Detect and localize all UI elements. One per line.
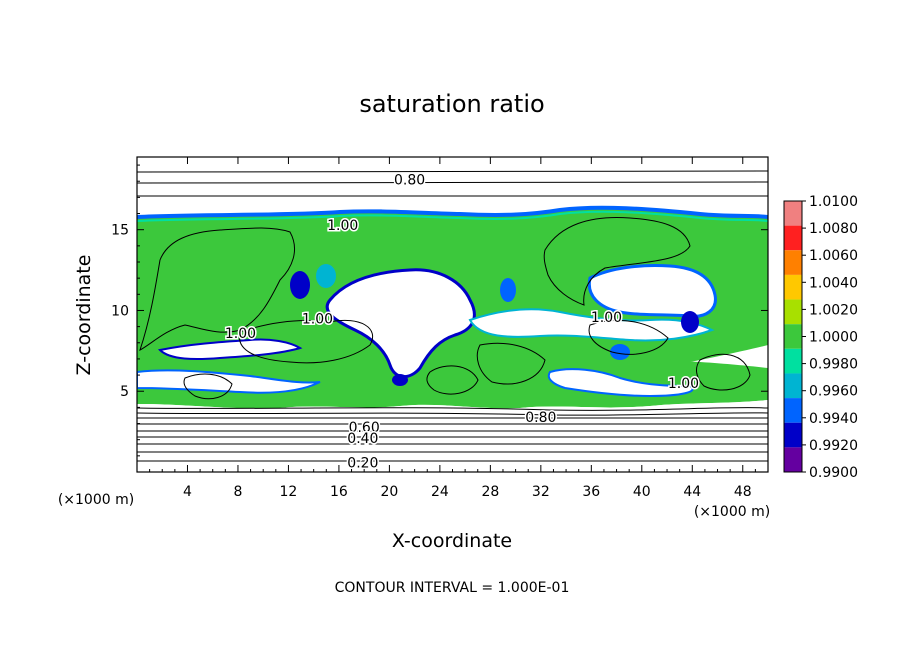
x-tick-label: 12 (280, 484, 298, 500)
x-tick-label: 48 (734, 484, 752, 500)
cloud-top-edge-inner (137, 210, 768, 222)
x-unit-left: (×1000 m) (58, 492, 134, 508)
cloud-top-edge (137, 205, 768, 219)
contour-lower-1 (137, 407, 768, 411)
contour-label: 1.00 (225, 326, 256, 342)
contour-1.00-h (426, 365, 479, 395)
contour-lower-4 (137, 423, 768, 425)
colorbar-label: 1.0060 (809, 248, 858, 264)
blue-pocket-1 (290, 271, 310, 299)
contour-lower-3 (137, 417, 768, 419)
x-tick-label: 4 (183, 484, 192, 500)
y-tick-label: 10 (111, 303, 129, 319)
contour-interval-note: CONTOUR INTERVAL = 1.000E-01 (335, 580, 570, 596)
colorbar-label: 0.9980 (809, 357, 858, 373)
x-tick-label: 8 (233, 484, 242, 500)
contour-lower-2 (137, 412, 768, 416)
contour-label: 0.40 (347, 431, 378, 447)
x-tick-label: 16 (330, 484, 348, 500)
colorbar-swatch (784, 348, 802, 374)
contour-lower-5 (137, 430, 768, 432)
colorbar-swatch (784, 447, 802, 472)
contour-label: 0.20 (347, 455, 378, 471)
colorbar: 1.0100 1.0080 1.0060 1.0040 1.0020 1.0000 0.99… (783, 194, 858, 481)
contour-1.00-c (238, 320, 373, 364)
chart-title: saturation ratio (359, 90, 544, 118)
dry-hole-center (325, 268, 476, 379)
colorbar-label: 1.0000 (809, 330, 858, 346)
contour-labels: 0.80 1.00 1.00 1.00 1.00 1.00 0.80 0.600.40 0.20 (223, 171, 700, 472)
colorbar-swatch (784, 324, 802, 349)
contour-label: 1.00 (327, 218, 358, 234)
x-tick-label: 36 (582, 484, 600, 500)
y-axis-title: Z-coordinate (73, 255, 95, 376)
colorbar-label: 1.0040 (809, 275, 858, 291)
x-tick-label: 40 (633, 484, 651, 500)
x-tick-label: 28 (481, 484, 499, 500)
y-axis: 5 10 15 (111, 164, 768, 457)
contour-label: 0.80 (525, 410, 556, 426)
colorbar-swatch (784, 373, 802, 399)
contour-1.00-e (588, 319, 669, 355)
blue-pocket-4 (392, 374, 408, 386)
contour-label: 1.00 (668, 376, 699, 392)
contour-label: 0.80 (394, 173, 425, 189)
x-unit-right: (×1000 m) (694, 504, 770, 520)
colorbar-swatch (784, 274, 802, 300)
blue-pocket-3 (500, 278, 516, 302)
colorbar-label: 0.9960 (809, 384, 858, 400)
x-tick-label: 32 (532, 484, 550, 500)
x-tick-label: 24 (431, 484, 449, 500)
x-tick-label: 44 (683, 484, 701, 500)
blue-pocket-6 (316, 264, 336, 288)
contour-1.00-b (543, 217, 691, 306)
y-tick-label: 15 (111, 223, 129, 239)
colorbar-label: 0.9920 (809, 438, 858, 454)
blue-pocket-5 (610, 344, 630, 360)
y-tick-label: 5 (120, 384, 129, 400)
x-axis-title: X-coordinate (392, 530, 512, 552)
colorbar-label: 1.0100 (809, 194, 858, 210)
contour-1.00-a (139, 227, 295, 351)
dry-hole-left (157, 338, 303, 361)
plot-area: 0.80 1.00 1.00 1.00 1.00 1.00 0.80 0.600.40 0.20 (137, 157, 768, 472)
contour-0.80-top-3 (137, 195, 768, 197)
contour-label: 1.00 (591, 310, 622, 326)
colorbar-swatch (784, 225, 802, 251)
dry-gap-lower-right (547, 368, 694, 398)
contour-label: 1.00 (302, 312, 333, 328)
colorbar-label: 0.9940 (809, 411, 858, 427)
contour-1.00-f (696, 353, 751, 391)
blue-pocket-2 (681, 311, 699, 333)
colorbar-swatch (784, 201, 802, 226)
contour-0.80-top-2 (137, 181, 768, 184)
colorbar-label: 0.9900 (809, 465, 858, 481)
contour-0.80-top-1 (137, 170, 768, 173)
colorbar-swatch (784, 422, 802, 448)
contour-1.00-g (183, 373, 233, 400)
colorbar-label: 1.0020 (809, 302, 858, 318)
x-axis: 4 8 12 16 20 24 28 32 36 40 44 48 (149, 157, 756, 500)
dry-hole-right (587, 264, 717, 318)
x-tick-label: 20 (380, 484, 398, 500)
contour-1.00-d (476, 342, 546, 385)
contour-label: 0.60 (349, 420, 380, 436)
colorbar-label: 1.0080 (809, 221, 858, 237)
colorbar-swatch (784, 250, 802, 275)
colorbar-swatch (784, 398, 802, 423)
colorbar-swatch (784, 299, 802, 325)
